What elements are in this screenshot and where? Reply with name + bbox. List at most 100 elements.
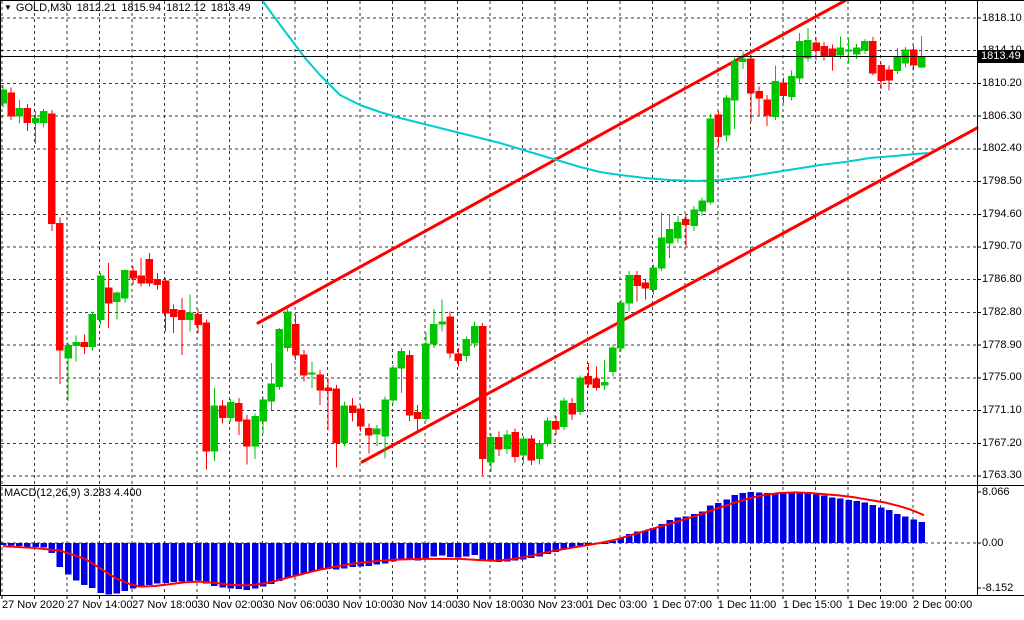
time-axis-label: 30 Nov 02:00: [197, 599, 263, 611]
candle-body: [552, 421, 560, 430]
macd-histogram-bar: [251, 543, 259, 589]
candle-body: [446, 316, 454, 354]
time-axis-label: 27 Nov 14:00: [67, 599, 133, 611]
candle-body: [885, 69, 893, 81]
macd-histogram-bar: [568, 543, 576, 549]
price-axis-label: 1767.20: [982, 436, 1022, 449]
price-axis-label: 1763.30: [982, 469, 1022, 482]
macd-histogram-bar: [56, 543, 64, 568]
macd-histogram-bar: [121, 543, 129, 592]
macd-histogram-bar: [455, 543, 462, 558]
price-axis-label: 1798.50: [982, 175, 1022, 188]
candle-body: [145, 259, 154, 284]
candle-body: [722, 97, 731, 136]
candle-body: [405, 355, 414, 416]
macd-histogram-bar: [609, 541, 616, 543]
current-price-badge: 1813.49: [978, 50, 1024, 63]
candle-body: [308, 372, 316, 375]
macd-histogram-bar: [511, 543, 519, 561]
macd-histogram-bar: [194, 543, 202, 581]
macd-histogram-bar: [129, 543, 137, 589]
candle-body: [381, 399, 389, 437]
macd-histogram-bar: [747, 491, 755, 543]
chart-title: ▼ GOLD,M30 1812.21 1815.94 1812.12 1813.49: [4, 2, 251, 14]
candle-body: [787, 75, 796, 98]
macd-histogram-bar: [829, 497, 836, 543]
candle-body: [218, 405, 227, 418]
macd-histogram-bar: [861, 502, 869, 543]
macd-histogram-bar: [32, 543, 39, 547]
candle-body: [340, 405, 349, 444]
candle-body: [609, 347, 617, 373]
price-axis-label: 1806.30: [982, 109, 1022, 122]
macd-histogram-bar: [170, 543, 177, 583]
ohlc-high: 1815.94: [121, 2, 162, 14]
macd-axis-label: 0.00: [982, 536, 1004, 549]
chart-menu-triangle-icon[interactable]: ▼: [4, 3, 12, 12]
candle-body: [169, 309, 178, 317]
candle-body: [641, 282, 650, 289]
candle-body: [462, 339, 471, 357]
candle-body: [600, 381, 609, 386]
macd-histogram-bar: [24, 543, 31, 547]
macd-histogram-bar: [276, 543, 283, 581]
candle-body: [820, 45, 828, 57]
macd-axis-label: 8.066: [982, 485, 1010, 498]
macd-histogram-bar: [869, 505, 877, 543]
candle-body: [365, 427, 373, 436]
candle-body: [210, 405, 219, 452]
macd-histogram-bar: [365, 543, 373, 566]
macd-histogram-bar: [910, 519, 917, 543]
time-axis-label: 27 Nov 2020: [2, 599, 65, 611]
price-axis-label: 1775.00: [982, 371, 1022, 384]
candle-body: [356, 408, 365, 427]
price-axis-label: 1810.20: [982, 76, 1022, 89]
candle-body: [161, 280, 170, 314]
candle-body: [48, 113, 56, 225]
symbol-timeframe-label: GOLD,M30: [15, 2, 72, 14]
ohlc-close: 1813.49: [210, 2, 251, 14]
time-axis-label: 30 Nov 23:00: [522, 599, 588, 611]
candle-body: [495, 437, 503, 450]
time-axis-label: 1 Dec 07:00: [652, 599, 713, 611]
candle-body: [324, 387, 332, 392]
ohlc-open: 1812.21: [76, 2, 117, 14]
macd-histogram-bar: [81, 543, 88, 585]
candle-body: [511, 432, 519, 458]
macd-histogram-bar: [666, 520, 673, 543]
macd-histogram-bar: [406, 543, 413, 561]
candle-body: [251, 416, 259, 447]
candle-body: [535, 442, 544, 459]
candle-body: [259, 399, 267, 422]
macd-histogram-bar: [617, 537, 625, 543]
macd-histogram-bar: [72, 543, 80, 581]
macd-histogram-bar: [755, 492, 763, 543]
candle-body: [389, 367, 397, 401]
macd-histogram-bar: [520, 543, 527, 560]
macd-histogram-bar: [576, 543, 584, 546]
macd-histogram-bar: [731, 494, 738, 543]
candle-body: [665, 228, 674, 244]
candle-body: [332, 388, 341, 444]
candle-body: [592, 378, 601, 388]
time-axis-label: 1 Dec 11:00: [717, 599, 777, 611]
macd-histogram-bar: [422, 543, 430, 559]
macd-histogram-bar: [349, 543, 356, 568]
macd-histogram-bar: [853, 501, 860, 543]
ohlc-low: 1812.12: [166, 2, 206, 14]
candle-body: [39, 111, 48, 123]
candle-body: [23, 107, 32, 123]
macd-histogram-bar: [780, 493, 787, 543]
candle-body: [72, 341, 80, 347]
time-axis-label: 1 Dec 03:00: [587, 599, 647, 611]
macd-histogram-bar: [324, 543, 332, 569]
candle-body: [291, 324, 300, 356]
candle-body: [747, 58, 755, 94]
price-axis-label: 1802.40: [982, 142, 1022, 155]
candle-body: [779, 82, 788, 97]
macd-histogram-bar: [178, 543, 186, 582]
macd-histogram-bar: [89, 543, 96, 588]
candle-body: [186, 312, 194, 321]
candle-body: [771, 81, 780, 118]
